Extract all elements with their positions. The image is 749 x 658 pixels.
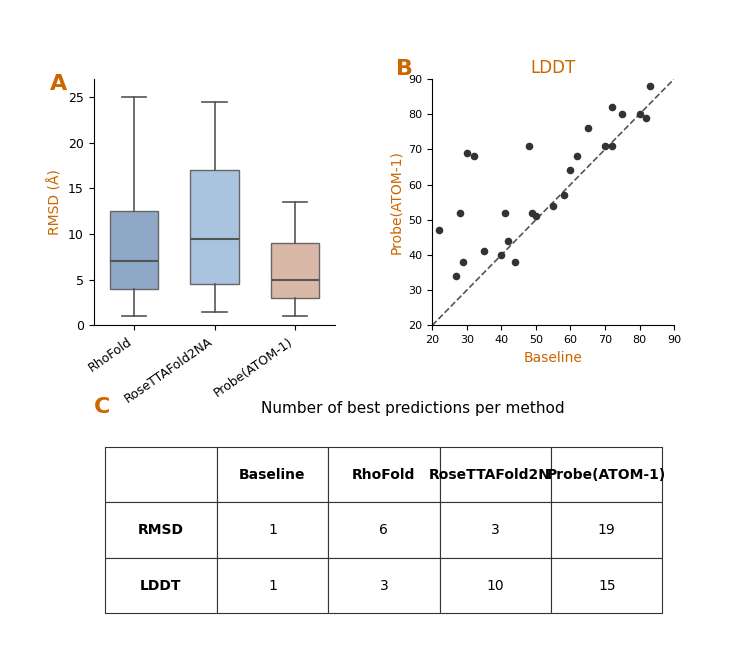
Point (565, 165, 577, 176)
PathPatch shape (271, 243, 319, 298)
Point (634, 109, 646, 119)
Point (557, 190, 569, 201)
Point (433, 225, 445, 236)
PathPatch shape (190, 170, 239, 284)
Point (606, 102, 618, 113)
Point (454, 207, 466, 218)
Point (461, 147, 473, 158)
Text: B: B (396, 59, 413, 79)
Point (467, 151, 479, 162)
Title: LDDT: LDDT (530, 59, 576, 78)
Text: C: C (94, 397, 110, 417)
Point (499, 207, 511, 218)
Point (450, 271, 462, 282)
Point (599, 141, 611, 151)
Point (527, 207, 539, 218)
Point (616, 109, 628, 119)
X-axis label: Baseline: Baseline (524, 351, 583, 365)
Text: A: A (50, 74, 67, 94)
Point (530, 211, 542, 222)
Point (548, 201, 560, 211)
Point (495, 249, 507, 260)
Point (523, 141, 535, 151)
Text: Number of best predictions per method: Number of best predictions per method (261, 401, 565, 416)
Point (503, 236, 515, 246)
Point (509, 257, 521, 267)
Point (640, 113, 652, 123)
Point (458, 257, 470, 267)
PathPatch shape (110, 211, 158, 289)
Point (582, 123, 594, 134)
Y-axis label: RMSD (Å): RMSD (Å) (48, 169, 62, 235)
Point (478, 246, 490, 257)
Point (644, 81, 656, 91)
Y-axis label: Probe(ATOM-1): Probe(ATOM-1) (389, 150, 403, 254)
Point (571, 151, 583, 162)
Point (606, 141, 618, 151)
